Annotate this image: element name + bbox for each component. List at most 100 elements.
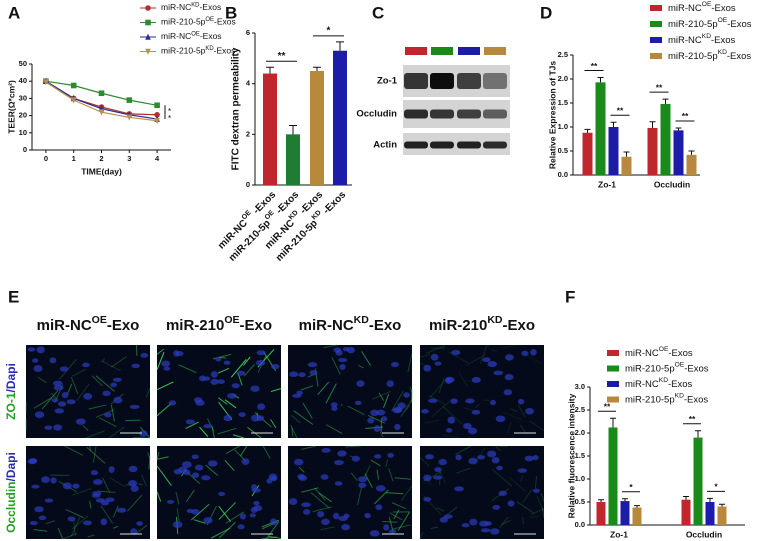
fiber: [102, 358, 105, 363]
y-tick-label: 1.5: [575, 451, 585, 460]
nucleus: [90, 470, 99, 476]
nucleus: [82, 520, 92, 526]
fiber: [175, 491, 180, 505]
y-axis-label: TEER(Ω*cm²): [6, 80, 16, 134]
nucleus: [128, 465, 138, 473]
fiber: [70, 516, 81, 537]
y-tick-label: 10: [19, 128, 27, 137]
x-tick-label: 2: [99, 154, 103, 163]
text-part: -Exos: [214, 17, 236, 27]
fiber: [110, 404, 115, 422]
fiber: [486, 344, 490, 347]
text-part: miR-210-5p: [668, 19, 718, 30]
x-axis-label: TIME(day): [81, 166, 122, 176]
nucleus: [139, 430, 148, 437]
fiber: [185, 489, 195, 503]
fiber: [374, 489, 389, 505]
text-part: -Exos: [711, 35, 736, 46]
fiber: [33, 397, 53, 409]
y-tick-label: 30: [19, 93, 27, 102]
fiber: [456, 467, 472, 474]
fiber: [317, 381, 330, 396]
x-tick-label: 1: [72, 154, 76, 163]
nucleus: [330, 402, 338, 407]
error-bar: [266, 66, 274, 74]
text-part: -Exos: [727, 19, 752, 30]
fiber: [290, 414, 301, 424]
nucleus: [266, 478, 273, 484]
y-tick-label: 2.5: [575, 405, 585, 414]
bar: [596, 502, 606, 525]
text-part: OE: [205, 17, 214, 23]
nucleus: [241, 458, 250, 465]
fiber: [218, 505, 232, 522]
text-part: KD: [675, 392, 684, 399]
nucleus: [332, 512, 340, 520]
error-bar: [695, 430, 701, 438]
legend-label: miR-NCOE-Exos: [161, 31, 222, 41]
nucleus: [207, 460, 218, 467]
fiber: [479, 345, 488, 364]
fiber: [325, 424, 343, 434]
fiber: [45, 520, 56, 525]
nucleus: [465, 398, 475, 404]
fiber: [156, 465, 172, 486]
band-label: Zo-1: [377, 76, 398, 87]
error-bar: [623, 151, 630, 157]
text-part: KD: [354, 314, 370, 326]
fiber: [331, 357, 341, 375]
text-part: -Exo: [369, 317, 402, 334]
nucleus: [36, 346, 45, 354]
nucleus: [387, 452, 394, 458]
significance-label: **: [617, 105, 624, 115]
text-part: -Exos: [684, 363, 709, 374]
nucleus: [181, 461, 192, 468]
nucleus: [289, 371, 299, 378]
nucleus: [231, 383, 240, 389]
point: [70, 97, 77, 104]
nucleus: [75, 418, 86, 425]
fiber: [110, 356, 127, 368]
nucleus: [358, 476, 368, 483]
nucleus: [492, 504, 501, 510]
nucleus: [450, 398, 458, 404]
text-part: miR-NC: [668, 35, 702, 46]
fiber: [492, 468, 513, 487]
column-title: miR-NCKD-Exo: [299, 314, 402, 334]
nucleus: [430, 353, 439, 361]
nucleus: [38, 515, 47, 521]
nucleus: [128, 480, 138, 487]
text-part: -Exo: [240, 317, 273, 334]
fiber: [400, 399, 413, 417]
fiber: [455, 445, 472, 456]
fiber: [109, 477, 126, 488]
nucleus: [110, 382, 118, 388]
fiber: [405, 405, 411, 411]
fiber: [156, 402, 172, 417]
nucleus: [482, 357, 491, 363]
nucleus: [175, 350, 184, 357]
fiber: [520, 474, 524, 482]
nucleus: [301, 502, 311, 508]
bar: [660, 103, 671, 175]
bar: [705, 502, 715, 525]
text-part: -Exo: [503, 317, 536, 334]
fiber: [394, 477, 411, 480]
y-axis-label: FITC dextran permeability: [231, 47, 242, 170]
fiber: [426, 345, 446, 354]
nucleus: [44, 498, 54, 503]
nucleus: [61, 391, 69, 399]
legend-swatch: [607, 365, 619, 372]
x-tick-label: Occludin: [654, 179, 690, 189]
fiber: [239, 445, 248, 457]
fiber: [156, 456, 169, 460]
fiber: [95, 375, 115, 392]
error-bar: [313, 66, 321, 71]
significance-label: **: [689, 414, 696, 424]
text-part: -Exos: [668, 348, 693, 359]
error-bar: [597, 77, 604, 83]
nucleus: [443, 514, 453, 519]
nucleus: [131, 363, 140, 369]
significance-label: **: [656, 82, 663, 92]
text-part: OE: [224, 314, 239, 326]
